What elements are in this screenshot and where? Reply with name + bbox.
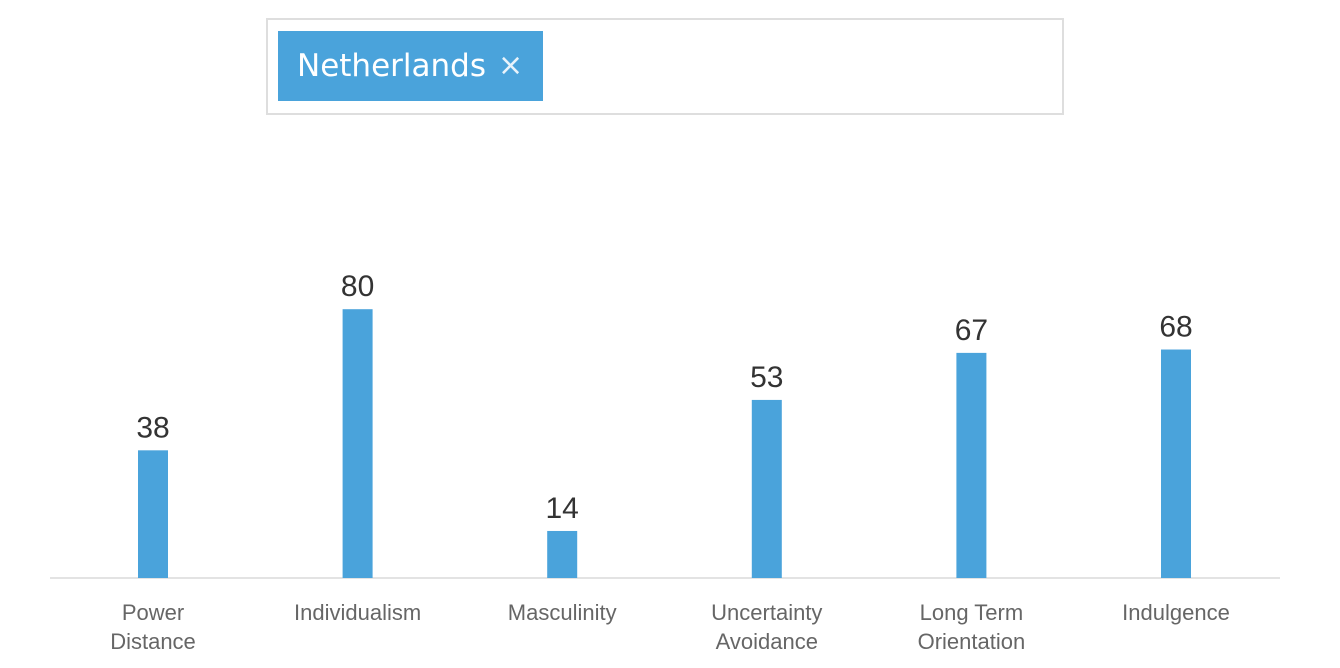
category-label-1-0: Individualism bbox=[294, 600, 421, 625]
bar-0[interactable] bbox=[138, 450, 168, 578]
category-label-4-1: Orientation bbox=[918, 629, 1026, 654]
value-label-0: 38 bbox=[136, 411, 169, 444]
category-label-5-0: Indulgence bbox=[1122, 600, 1230, 625]
selected-country-tag[interactable]: Netherlands × bbox=[278, 31, 544, 101]
category-label-2-0: Masculinity bbox=[508, 600, 617, 625]
value-label-1: 80 bbox=[341, 270, 374, 303]
category-label-3-1: Avoidance bbox=[716, 629, 818, 654]
country-select-box[interactable]: Netherlands × bbox=[266, 18, 1064, 115]
bar-4[interactable] bbox=[956, 352, 987, 578]
category-label-3-0: Uncertainty bbox=[711, 600, 822, 625]
selected-country-label: Netherlands bbox=[297, 47, 486, 84]
bar-2[interactable] bbox=[547, 530, 578, 578]
bar-3[interactable] bbox=[751, 399, 782, 578]
bar-1[interactable] bbox=[342, 309, 373, 578]
category-label-4-0: Long Term bbox=[920, 600, 1024, 625]
category-label-0-0: Power bbox=[122, 600, 184, 625]
value-label-4: 67 bbox=[955, 314, 988, 347]
value-label-2: 14 bbox=[546, 492, 579, 525]
bar-5[interactable] bbox=[1161, 349, 1191, 578]
value-label-3: 53 bbox=[750, 361, 783, 394]
close-icon[interactable]: × bbox=[497, 48, 524, 83]
value-label-5: 68 bbox=[1159, 311, 1192, 344]
category-label-0-1: Distance bbox=[110, 629, 196, 654]
